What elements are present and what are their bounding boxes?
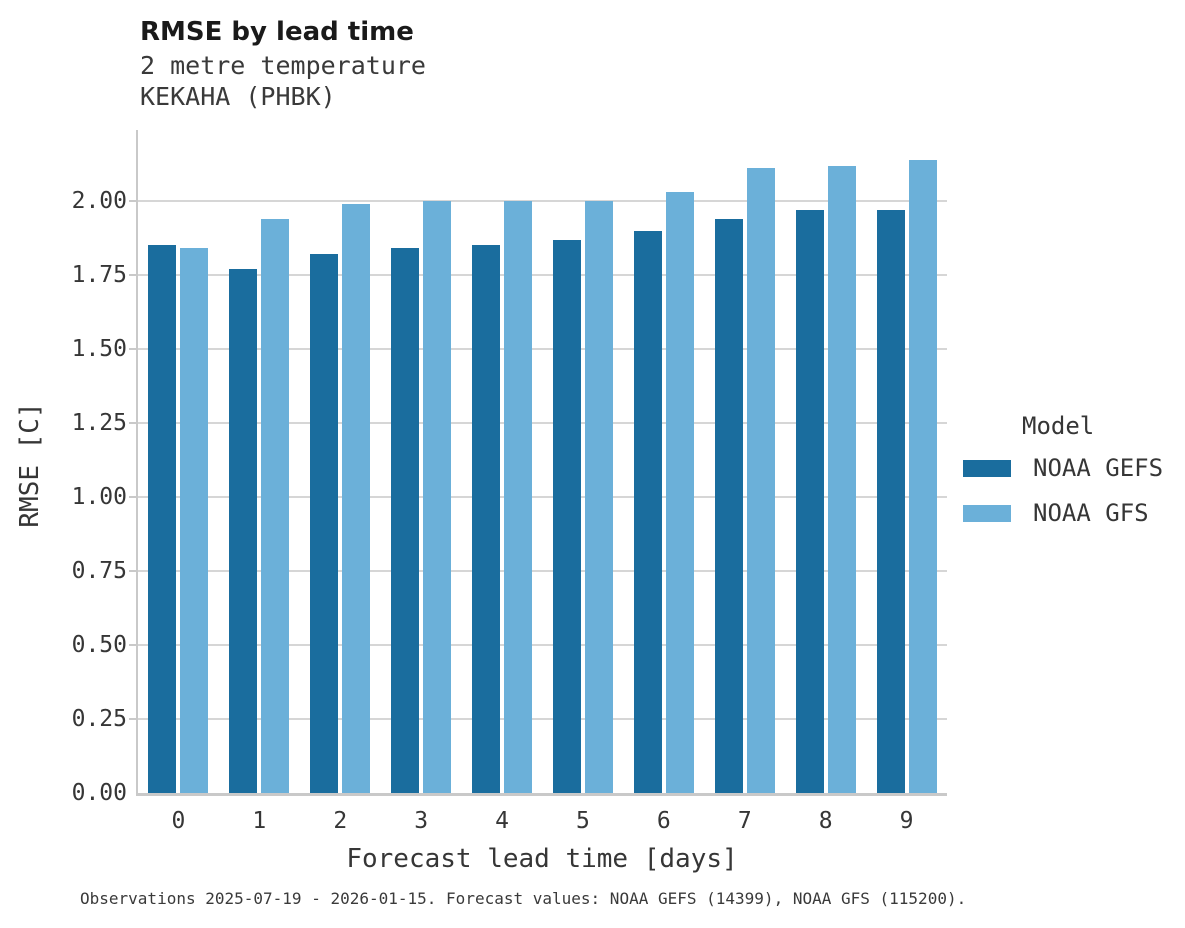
bar-noaa-gfs-day-4 — [504, 201, 533, 793]
y-tick-mark-1.50 — [129, 348, 136, 351]
chart-subtitle-variable: 2 metre temperature — [140, 51, 426, 80]
gridline-y-0.25 — [138, 718, 947, 720]
y-tick-label-2.00: 2.00 — [71, 188, 127, 215]
x-tick-label-9: 9 — [899, 808, 914, 834]
legend-swatch-noaa-gfs — [963, 504, 1011, 522]
x-tick-label-1: 1 — [252, 808, 267, 834]
gridline-y-1.50 — [138, 348, 947, 351]
y-tick-mark-2.00 — [129, 200, 136, 203]
legend-entry-noaa-gfs: NOAA GFS — [955, 499, 1163, 527]
x-tick-label-7: 7 — [737, 808, 752, 834]
gridline-y-1.00 — [138, 496, 947, 499]
bar-noaa-gefs-day-9 — [876, 209, 905, 793]
bar-noaa-gefs-day-4 — [472, 245, 501, 793]
y-tick-label-1.50: 1.50 — [71, 336, 127, 363]
chart-caption: Observations 2025-07-19 - 2026-01-15. Fo… — [80, 889, 967, 908]
bar-noaa-gefs-day-5 — [552, 239, 581, 793]
x-tick-label-6: 6 — [656, 808, 671, 834]
bar-noaa-gfs-day-0 — [180, 248, 209, 793]
x-tick-label-4: 4 — [495, 808, 509, 834]
y-tick-label-1.00: 1.00 — [71, 484, 127, 511]
bar-noaa-gefs-day-2 — [310, 254, 339, 793]
y-tick-label-0.75: 0.75 — [71, 558, 127, 584]
y-tick-mark-0.50 — [129, 644, 136, 646]
bar-noaa-gefs-day-8 — [795, 209, 824, 793]
legend: Model NOAA GEFS NOAA GFS — [955, 411, 1163, 544]
y-tick-mark-1.75 — [129, 274, 136, 277]
y-tick-label-0.50: 0.50 — [71, 632, 127, 658]
bar-noaa-gefs-day-6 — [633, 230, 662, 793]
legend-title: Model — [1022, 412, 1095, 440]
y-axis-title: RMSE [C] — [15, 402, 45, 528]
gridline-y-0.50 — [138, 644, 947, 646]
legend-label-noaa-gfs: NOAA GFS — [1033, 499, 1149, 527]
plot-panel — [129, 130, 947, 796]
bar-noaa-gfs-day-8 — [827, 165, 856, 793]
x-axis-title: Forecast lead time [days] — [346, 844, 738, 874]
x-tick-label-8: 8 — [818, 808, 833, 834]
bar-noaa-gfs-day-7 — [746, 168, 775, 793]
y-tick-mark-1.25 — [129, 422, 136, 425]
y-tick-mark-1.00 — [129, 496, 136, 499]
bar-noaa-gefs-day-0 — [148, 245, 177, 793]
chart-subtitle-station: KEKAHA (PHBK) — [140, 82, 336, 111]
bar-noaa-gfs-day-3 — [423, 201, 452, 793]
legend-entry-noaa-gefs: NOAA GEFS — [955, 454, 1163, 482]
bar-noaa-gefs-day-3 — [391, 248, 420, 793]
y-tick-mark-0.75 — [129, 570, 136, 572]
x-tick-label-5: 5 — [576, 808, 590, 834]
gridline-y-1.25 — [138, 422, 947, 425]
bar-noaa-gfs-day-6 — [665, 192, 694, 793]
y-tick-label-1.75: 1.75 — [71, 262, 127, 289]
y-tick-label-1.25: 1.25 — [71, 410, 127, 437]
page-title: RMSE by lead time — [140, 17, 414, 47]
x-tick-label-0: 0 — [171, 808, 186, 834]
legend-label-noaa-gefs: NOAA GEFS — [1033, 454, 1164, 482]
y-tick-label-0.00: 0.00 — [71, 780, 127, 806]
x-tick-label-2: 2 — [333, 808, 348, 834]
bar-noaa-gefs-day-1 — [229, 269, 258, 793]
gridline-y-2.00 — [138, 200, 947, 203]
bar-noaa-gfs-day-1 — [261, 218, 290, 793]
y-tick-mark-0.25 — [129, 718, 136, 720]
y-tick-label-0.25: 0.25 — [71, 706, 127, 732]
bar-noaa-gfs-day-2 — [342, 203, 371, 793]
gridline-y-0.75 — [138, 570, 947, 572]
legend-swatch-noaa-gefs — [963, 459, 1011, 477]
bar-noaa-gfs-day-9 — [908, 159, 937, 793]
bar-noaa-gefs-day-7 — [714, 218, 743, 793]
bar-noaa-gfs-day-5 — [584, 201, 613, 793]
gridline-y-1.75 — [138, 274, 947, 277]
x-tick-label-3: 3 — [414, 808, 429, 834]
